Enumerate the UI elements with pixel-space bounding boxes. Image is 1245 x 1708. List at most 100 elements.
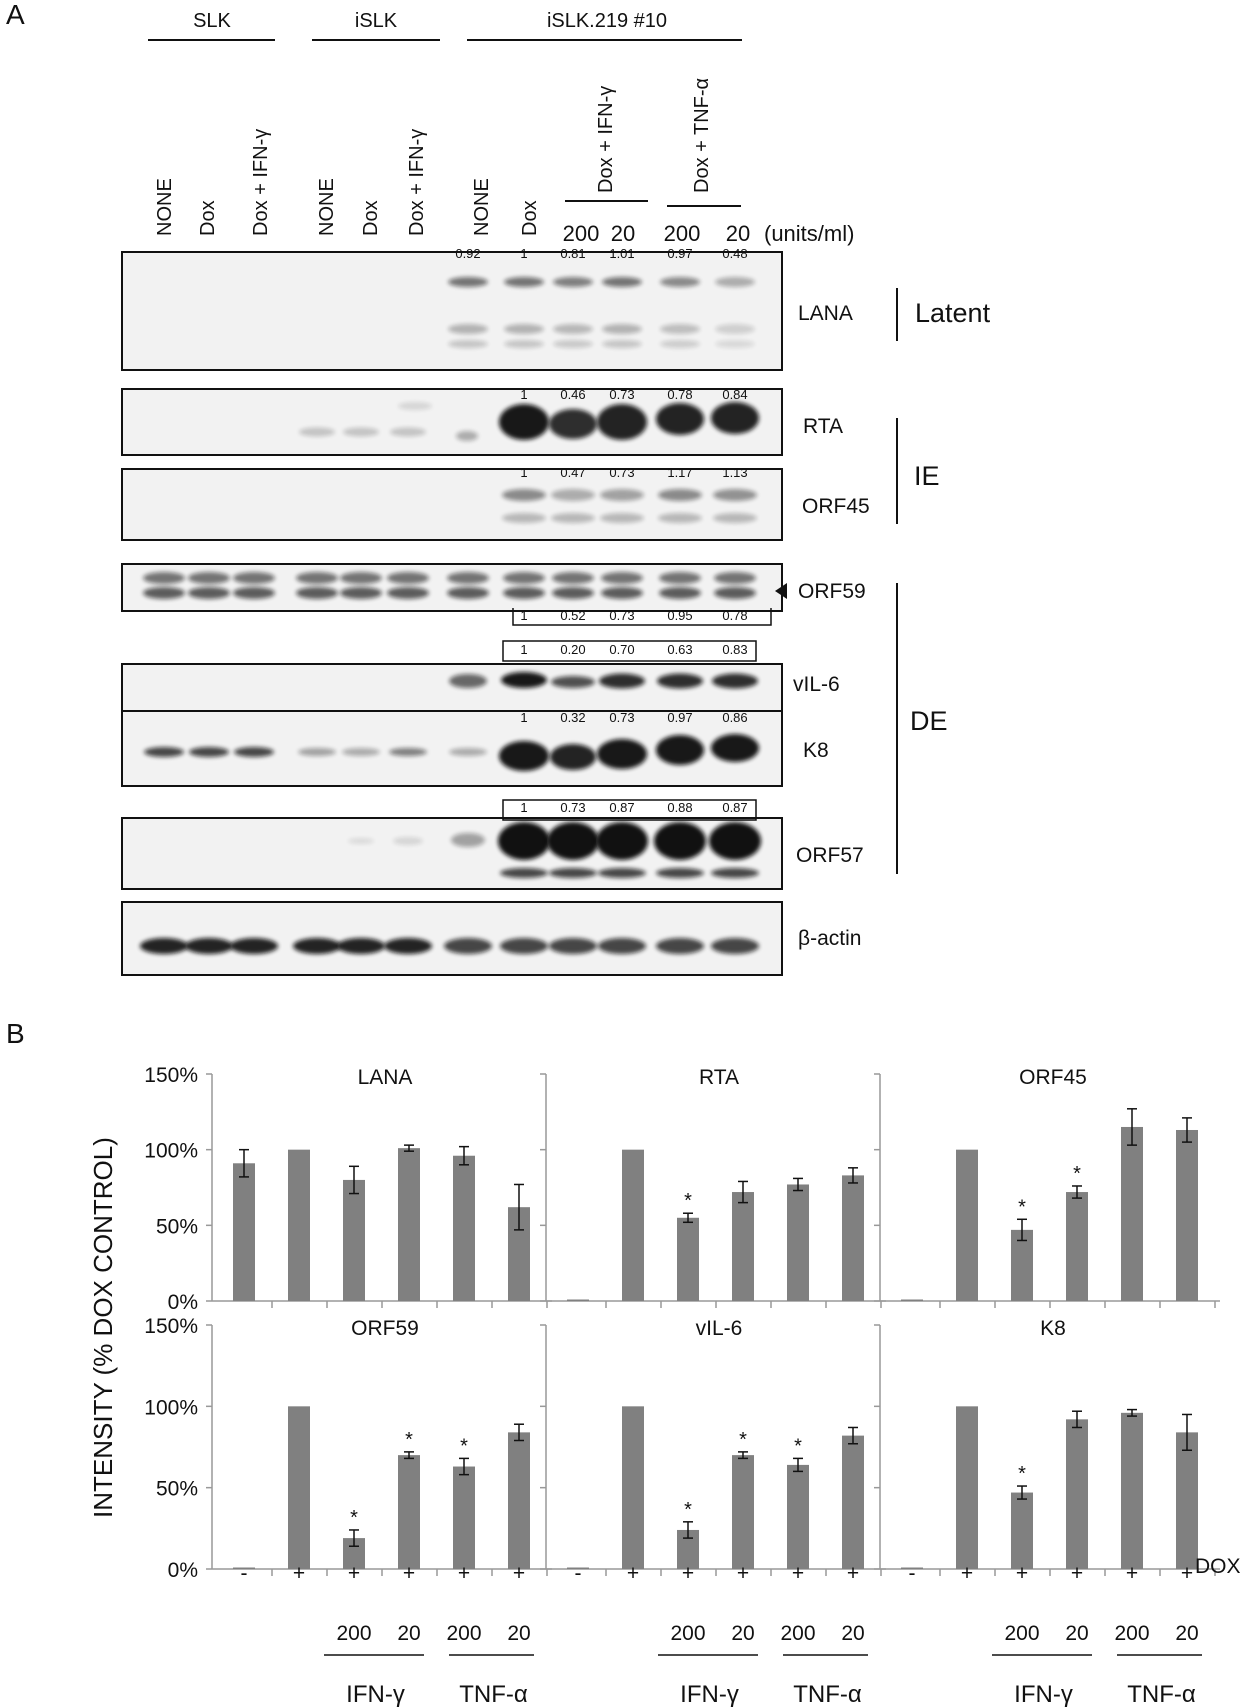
blot-band [298,748,336,756]
blot-band [601,587,643,599]
significance-star: * [1018,1196,1026,1218]
blot-band [448,324,488,334]
chart-title: ORF45 [1019,1066,1087,1089]
blot-band [654,822,706,860]
blot-label-vil6: vIL-6 [793,673,840,696]
blot-band [711,734,759,762]
blot-labels: LANA RTA ORF45 ORF59 vIL-6 K8 ORF57 β-ac… [793,302,870,950]
quant-value: 0.86 [722,710,747,725]
quant-value: 1.13 [722,465,747,480]
blot-band [499,404,549,440]
blot-band [715,340,755,348]
quant-value: 0.73 [609,465,634,480]
bar [677,1529,699,1569]
blot-band [602,340,642,348]
quant-value: 0.81 [560,246,585,261]
blot-band [393,837,423,845]
blot-label-orf59: ORF59 [798,580,866,603]
blot-band [140,938,188,954]
blot-band [714,587,756,599]
lane-label: Dox + IFN-γ [406,129,428,236]
dose-label: 200 [780,1622,815,1645]
chart-title: K8 [1040,1317,1066,1340]
blot-band [144,747,184,757]
blot-band [712,673,758,689]
y-tick-label: 0% [168,1559,198,1582]
quant-box [502,640,757,662]
significance-star: * [350,1507,358,1529]
dose-label: 200 [563,221,600,246]
blot-frame [121,468,783,541]
y-tick-label: 100% [144,1396,198,1419]
blot-band [499,741,549,771]
blot-band [598,938,646,954]
lane-label: NONE [316,178,338,236]
quant-value: 0.95 [667,608,692,623]
bar [508,1207,530,1301]
significance-star: * [1018,1463,1026,1485]
quant-value: 0.73 [609,710,634,725]
bar [343,1538,365,1569]
bar [622,1406,644,1569]
blot-band [601,572,643,584]
blot-band [656,938,704,954]
blot-band [715,277,755,287]
y-axis-title: INTENSITY (% DOX CONTROL) [88,1137,118,1518]
blot-band [447,572,489,584]
treatment-label-tnf: Dox + TNF-α [691,78,713,193]
lane-label: NONE [471,178,493,236]
chart-title: RTA [699,1066,739,1089]
blot-band [709,822,761,860]
dox-sign: + [1016,1562,1028,1585]
dose-label: 20 [507,1622,530,1645]
quant-value: 0.78 [722,608,747,623]
y-tick-label: 150% [144,1315,198,1338]
quant-bracket [512,608,772,626]
treatment-label: IFN-γ [346,1681,405,1708]
blot-band [384,938,432,954]
blot-band [234,747,274,757]
bar-charts: 0% 50% 100% 150% LANA RTA * ORF45 * * 0% 50% 100% 150… [144,1064,1220,1708]
dox-sign: - [909,1562,916,1585]
bar [398,1455,420,1569]
quant-value: 0.84 [722,387,747,402]
quant-value: 1 [520,800,527,815]
blot-band [549,409,597,439]
quant-value: 0.52 [560,608,585,623]
units-label: (units/ml) [764,221,854,246]
dox-sign: + [403,1562,415,1585]
treatment-label: IFN-γ [1014,1681,1073,1708]
bar [1121,1412,1143,1569]
lane-labels: NONE Dox Dox + IFN-γ NONE Dox Dox + IFN-… [154,78,713,236]
bar [1011,1229,1033,1301]
lane-label: Dox [519,200,541,236]
blot-band [398,402,432,410]
blot-band [660,277,700,287]
blot-band [713,513,757,523]
blot-band [387,587,429,599]
blot-band [498,822,550,860]
blot-label-lana: LANA [798,302,853,325]
blot-band [551,489,595,501]
blot-band [299,427,335,437]
western-blots: 0.92 1 0.81 1.01 0.97 0.48 1 0.46 0.73 0.78 0.84 1 0… [121,246,783,976]
bar [901,1299,923,1301]
blot-band [551,676,595,688]
quant-value: 0.97 [667,246,692,261]
bar [1176,1432,1198,1569]
bar [1121,1126,1143,1301]
bar [787,1184,809,1301]
blot-band [658,489,702,501]
blot-band [600,489,644,501]
quant-value: 0.63 [667,642,692,657]
blot-label-orf57: ORF57 [796,844,864,867]
y-tick-label: 50% [156,1215,198,1238]
bar [233,1567,255,1569]
blot-band [342,748,380,756]
y-tick-label: 50% [156,1478,198,1501]
blot-band [501,672,547,688]
blot-band [547,822,599,860]
blot-band [233,587,275,599]
quant-value: 0.87 [609,800,634,815]
